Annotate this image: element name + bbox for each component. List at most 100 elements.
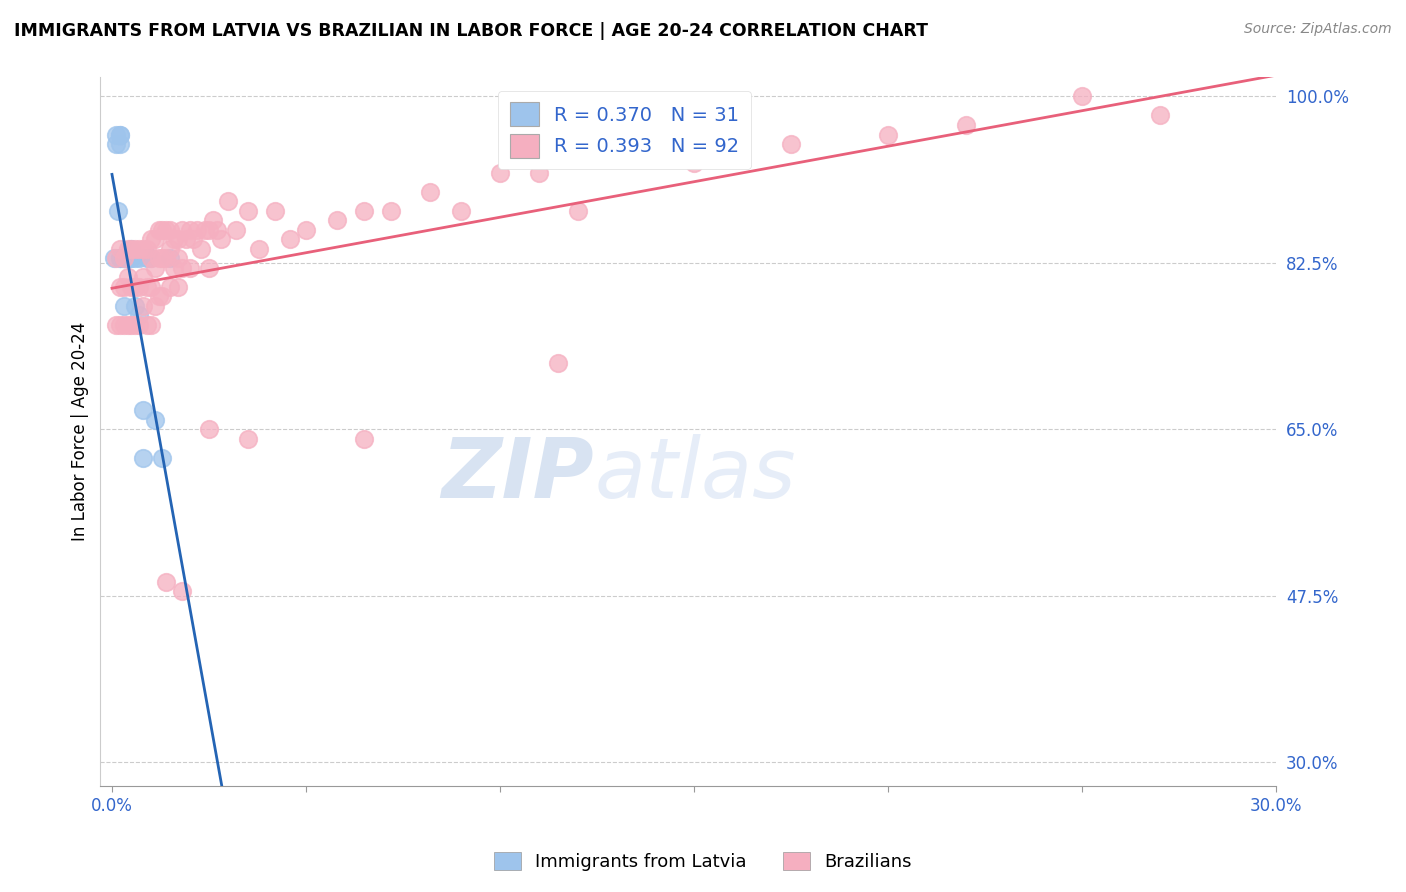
Point [152,251,174,265]
Point [112,251,135,265]
Point [135,279,157,293]
Point [108,128,131,142]
Point [132,403,155,417]
Point [117,318,139,332]
Point [120,318,142,332]
Point [124,251,146,265]
Point [117,242,139,256]
Point [139,251,162,265]
Point [209,232,232,246]
Point [170,222,193,236]
Point [112,279,135,293]
Point [326,213,349,227]
Point [120,279,142,293]
Point [683,156,706,170]
Point [132,242,155,256]
Point [225,222,247,236]
Text: atlas: atlas [595,434,796,515]
Legend: R = 0.370   N = 31, R = 0.393   N = 92: R = 0.370 N = 31, R = 0.393 N = 92 [498,91,751,169]
Point [194,222,217,236]
Point [780,136,803,151]
Point [135,251,157,265]
Text: Source: ZipAtlas.com: Source: ZipAtlas.com [1244,22,1392,37]
Point [186,222,208,236]
Point [205,222,228,236]
Point [112,251,135,265]
Point [139,232,162,246]
Point [108,242,131,256]
Point [124,279,146,293]
Point [143,413,166,427]
Point [120,242,142,256]
Point [190,242,212,256]
Point [148,222,170,236]
Point [143,232,166,246]
Point [108,251,131,265]
Point [112,251,135,265]
Point [955,118,977,132]
Point [112,251,135,265]
Point [159,251,181,265]
Point [167,251,190,265]
Point [152,222,174,236]
Point [117,251,139,265]
Point [170,260,193,275]
Point [124,318,146,332]
Point [128,279,150,293]
Point [353,432,375,446]
Point [170,584,193,599]
Point [155,574,177,589]
Point [450,203,472,218]
Legend: Immigrants from Latvia, Brazilians: Immigrants from Latvia, Brazilians [486,845,920,879]
Point [143,260,166,275]
Point [108,128,131,142]
Point [236,203,259,218]
Point [163,232,186,246]
Point [201,213,224,227]
Point [112,318,135,332]
Point [120,251,142,265]
Point [120,242,142,256]
Point [128,318,150,332]
Point [139,251,162,265]
Point [132,450,155,465]
Point [159,279,181,293]
Point [155,251,177,265]
Point [380,203,402,218]
Point [108,136,131,151]
Point [163,260,186,275]
Point [159,242,181,256]
Point [104,251,127,265]
Point [152,289,174,303]
Point [1071,89,1094,103]
Point [547,356,569,370]
Point [103,251,125,265]
Point [120,251,142,265]
Point [264,203,287,218]
Point [112,251,135,265]
Point [217,194,239,208]
Point [117,270,139,285]
Point [567,203,589,218]
Point [135,318,157,332]
Point [104,136,127,151]
Text: IMMIGRANTS FROM LATVIA VS BRAZILIAN IN LABOR FORCE | AGE 20-24 CORRELATION CHART: IMMIGRANTS FROM LATVIA VS BRAZILIAN IN L… [14,22,928,40]
Point [236,432,259,446]
Point [104,128,127,142]
Point [198,422,221,436]
Point [112,299,135,313]
Point [108,318,131,332]
Text: ZIP: ZIP [441,434,595,515]
Point [124,242,146,256]
Point [128,242,150,256]
Point [489,165,512,179]
Point [353,203,375,218]
Point [198,222,221,236]
Point [249,242,271,256]
Point [139,318,162,332]
Point [108,279,131,293]
Point [143,299,166,313]
Point [152,450,174,465]
Point [167,279,190,293]
Point [139,279,162,293]
